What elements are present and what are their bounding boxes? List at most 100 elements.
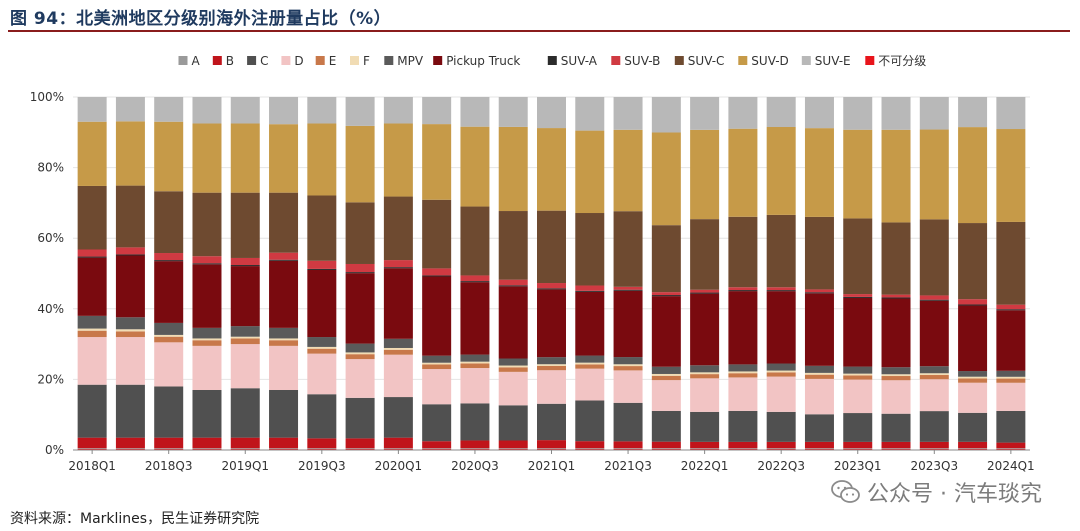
- bar-segment: [881, 97, 911, 130]
- bar-segment: [115, 317, 145, 330]
- bar-segment: [996, 370, 1026, 377]
- bar-segment: [77, 437, 107, 449]
- legend-item: D: [281, 54, 304, 68]
- bar-segment: [307, 438, 337, 449]
- x-tick-label: 2019Q1: [221, 459, 269, 473]
- legend-label: E: [329, 54, 337, 68]
- bar-segment: [192, 327, 222, 339]
- bar-segment: [269, 260, 299, 328]
- bar-segment: [77, 256, 107, 258]
- legend-item: SUV-E: [801, 54, 851, 68]
- bar-segment: [996, 378, 1026, 383]
- bar-segment: [958, 304, 988, 306]
- bar-segment: [919, 299, 949, 301]
- bar-segment: [690, 129, 720, 220]
- bar-segment: [307, 348, 337, 354]
- bar-segment: [230, 437, 260, 449]
- bar-segment: [843, 129, 873, 219]
- bar-segment: [613, 448, 643, 450]
- bar-segment: [422, 448, 452, 449]
- legend-label: 不可分级: [878, 54, 926, 68]
- bar-segment: [460, 448, 490, 449]
- x-tick-label: 2020Q3: [451, 459, 499, 473]
- bar-segment: [345, 448, 375, 449]
- legend-item: E: [315, 54, 337, 68]
- bar-segment: [498, 448, 528, 450]
- bar-segment: [345, 273, 375, 344]
- bar-segment: [919, 441, 949, 449]
- bar-segment: [881, 441, 911, 449]
- x-tick-label: 2022Q3: [757, 459, 805, 473]
- bar-segment: [154, 191, 184, 254]
- x-tick-label: 2019Q3: [298, 459, 346, 473]
- bar-segment: [881, 294, 911, 298]
- bar-segment: [575, 285, 605, 291]
- bar-stack-2021Q1: [537, 97, 566, 450]
- bar-segment: [996, 448, 1026, 449]
- bar-segment: [537, 289, 566, 358]
- bar-segment: [690, 374, 720, 379]
- bar-segment: [307, 448, 337, 450]
- bar-stack-2022Q1: [690, 97, 720, 450]
- bar-segment: [345, 359, 375, 398]
- bar-segment: [613, 448, 643, 449]
- bar-segment: [651, 373, 681, 376]
- bar-segment: [690, 441, 720, 449]
- bar-stack-2018Q3: [154, 97, 184, 450]
- legend-swatch: [865, 56, 875, 65]
- x-tick-label: 2021Q3: [604, 459, 652, 473]
- bar-segment: [881, 374, 911, 377]
- bar-segment: [498, 365, 528, 368]
- bar-segment: [766, 372, 796, 377]
- bar-segment: [843, 97, 873, 130]
- legend-item: C: [247, 54, 268, 68]
- bar-segment: [881, 129, 911, 223]
- bar-segment: [115, 437, 145, 449]
- bar-segment: [115, 247, 145, 255]
- x-tick-label: 2020Q1: [375, 459, 423, 473]
- y-tick-label: 40%: [37, 302, 64, 316]
- legend-swatch: [247, 56, 257, 65]
- bar-segment: [728, 448, 758, 450]
- bar-segment: [460, 354, 490, 362]
- legend-label: B: [226, 54, 234, 68]
- bar-segment: [154, 97, 184, 122]
- bar-stack-2021Q4: [651, 97, 681, 450]
- bar-stack-2021Q2: [575, 97, 605, 450]
- bar-segment: [919, 295, 949, 300]
- bar-segment: [843, 296, 873, 298]
- chart-title: 图 94：北美洲地区分级别海外注册量占比（%）: [10, 9, 392, 29]
- bar-segment: [958, 412, 988, 442]
- bar-segment: [307, 394, 337, 439]
- bar-segment: [192, 263, 222, 265]
- bar-segment: [728, 371, 758, 374]
- bar-segment: [919, 97, 949, 130]
- bar-segment: [537, 370, 566, 404]
- source-note: 资料来源：Marklines，民生证券研究院: [10, 511, 260, 527]
- legend-label: SUV-E: [815, 54, 851, 68]
- bar-segment: [613, 441, 643, 449]
- bar-segment: [804, 414, 834, 442]
- x-tick-label: 2024Q1: [987, 459, 1035, 473]
- bar-segment: [192, 97, 222, 124]
- bar-segment: [498, 371, 528, 406]
- bar-segment: [422, 355, 452, 363]
- bar-segment: [422, 441, 452, 449]
- bar-segment: [575, 355, 605, 363]
- bar-segment: [728, 410, 758, 442]
- bar-segment: [192, 264, 222, 328]
- bar-segment: [575, 448, 605, 449]
- bar-segment: [345, 272, 375, 274]
- legend-item: SUV-D: [738, 54, 789, 68]
- bar-segment: [115, 331, 145, 338]
- bar-segment: [269, 389, 299, 438]
- bar-segment: [958, 299, 988, 305]
- bar-segment: [345, 343, 375, 353]
- legend-item: A: [178, 54, 201, 68]
- bar-stack-2018Q2: [115, 97, 145, 450]
- bar-segment: [230, 266, 260, 327]
- bar-segment: [307, 353, 337, 395]
- bar-segment: [115, 185, 145, 248]
- bar-segment: [804, 374, 834, 379]
- bar-segment: [575, 213, 605, 286]
